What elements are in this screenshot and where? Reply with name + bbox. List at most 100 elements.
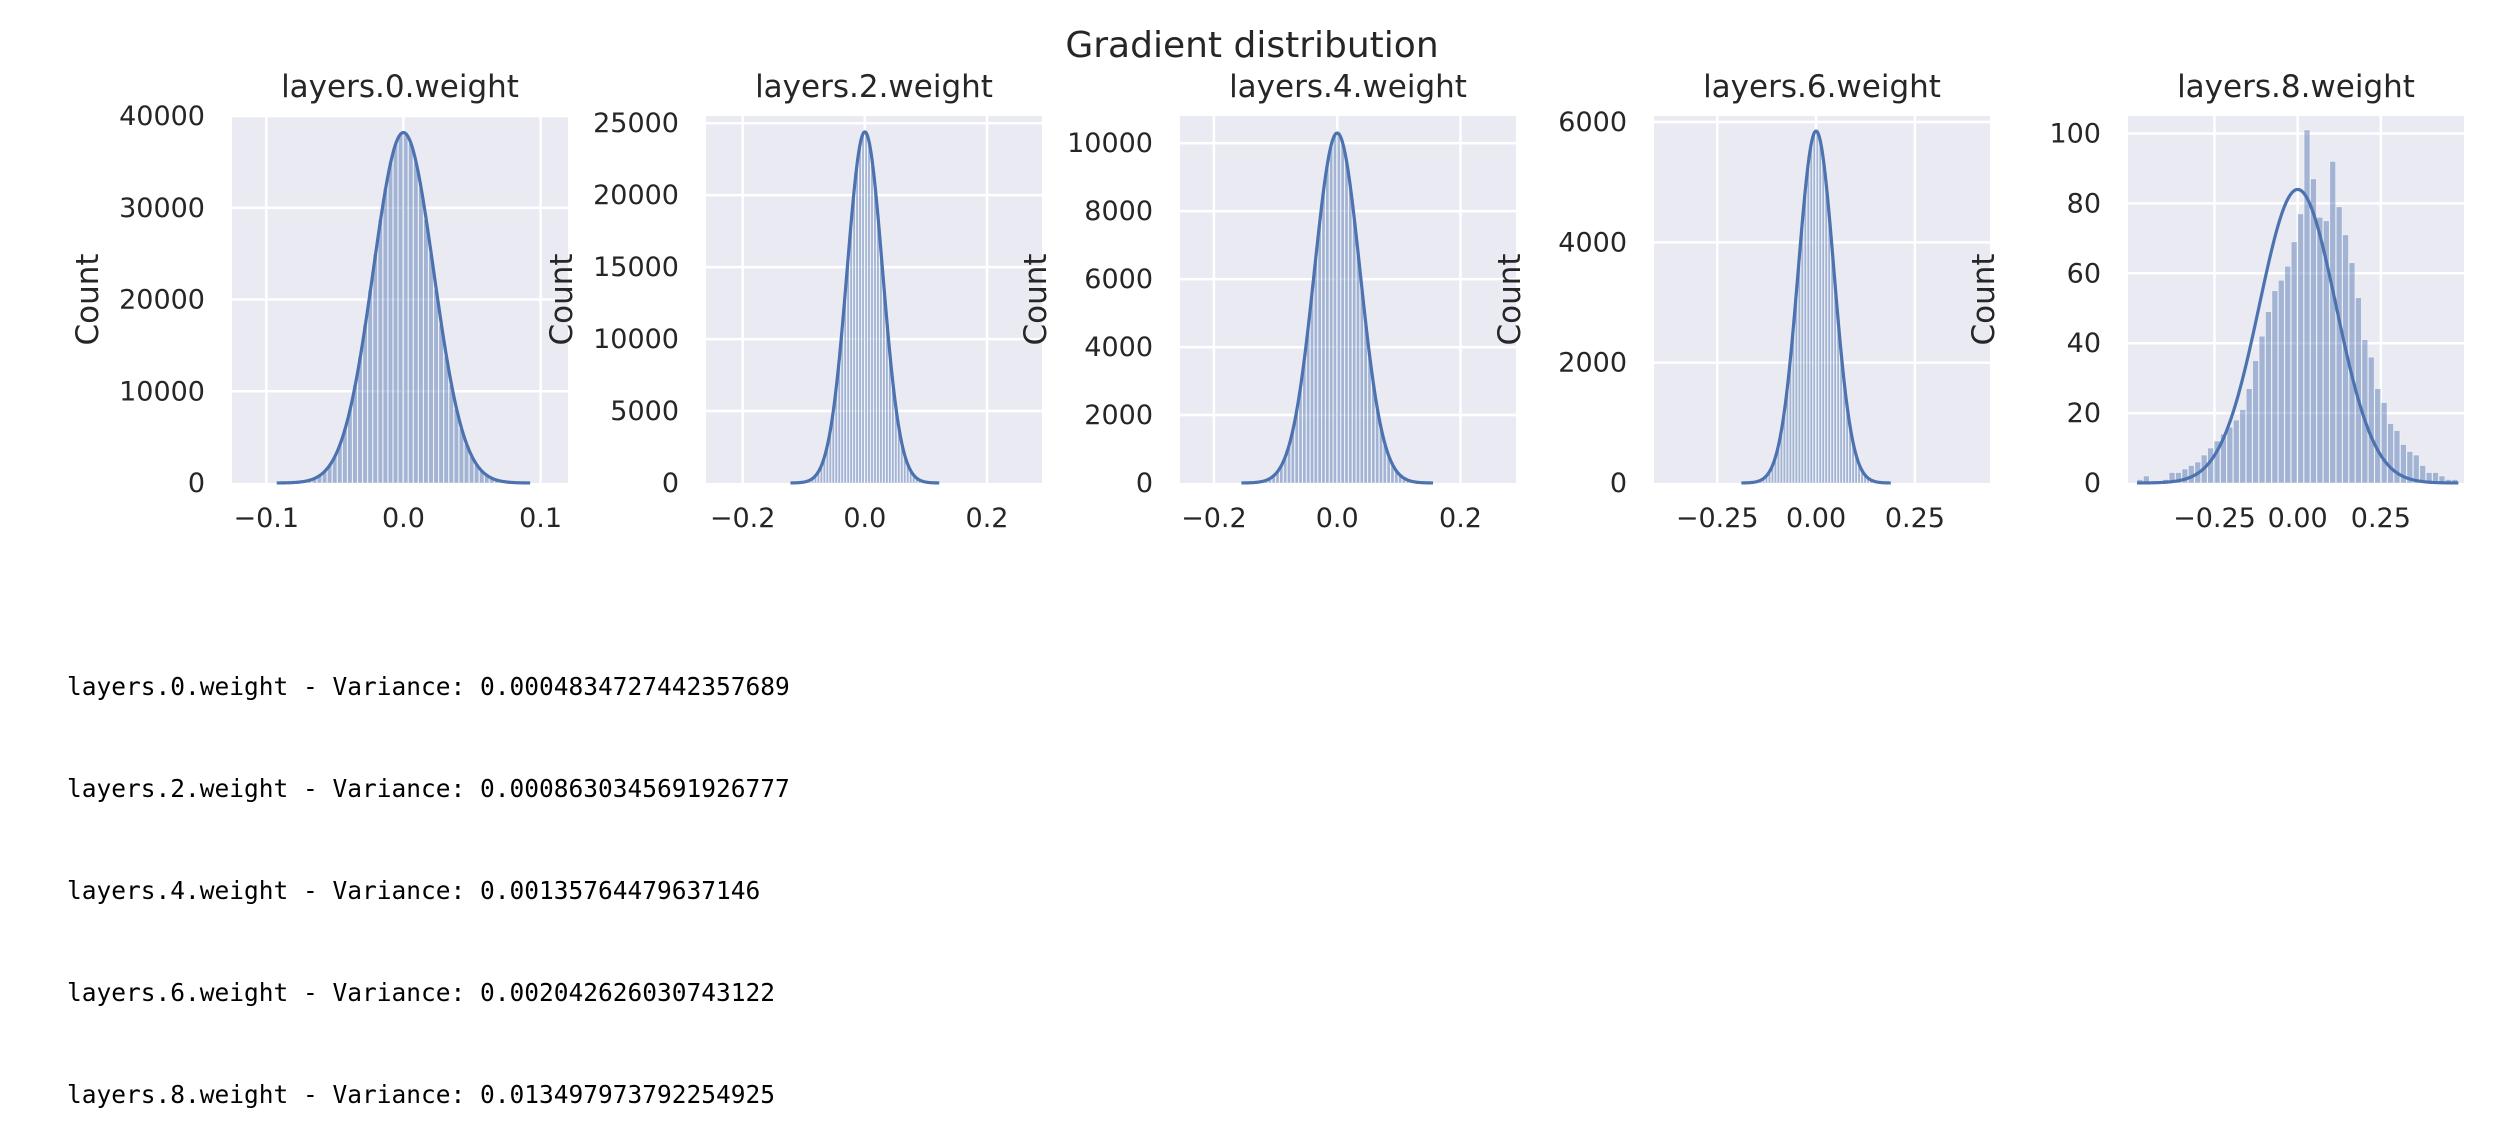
y-tick-label: 10000 [119,376,205,407]
x-tick-label: 0.1 [519,503,562,534]
histogram-bar [883,290,885,483]
variance-output: layers.0.weight - Variance: 0.0004834727… [67,602,790,1146]
histogram-bar [1825,187,1827,483]
histogram-bar [1337,134,1340,483]
variance-line: layers.4.weight - Variance: 0.0013576447… [67,874,790,908]
y-tick-label: 6000 [1558,107,1627,138]
x-tick-label: 0.0 [843,503,886,534]
y-tick-label: 20000 [593,180,679,211]
histogram-bar [414,162,418,483]
variance-line: layers.0.weight - Variance: 0.0004834727… [67,670,790,704]
y-tick-label: 25000 [593,108,679,139]
y-axis-label: Count [1018,253,1054,345]
histogram-bar [868,143,870,483]
histogram-bar [1819,142,1821,483]
y-tick-label: 100 [2049,118,2101,149]
variance-line: layers.8.weight - Variance: 0.0134979737… [67,1078,790,1112]
histogram-bar [1353,220,1356,483]
y-tick-label: 4000 [1558,227,1627,258]
histogram-bar [874,188,876,483]
histogram-bar [850,219,852,483]
x-tick-label: 0.0 [382,503,425,534]
y-tick-label: 30000 [119,193,205,224]
histogram-bar [1314,255,1317,483]
histogram-bar [2304,130,2310,483]
histogram-bar [856,161,858,483]
y-tick-label: 2000 [1558,348,1627,379]
x-tick-label: 0.2 [966,503,1009,534]
x-tick-label: 0.0 [1316,503,1359,534]
y-tick-label: 4000 [1084,332,1153,363]
x-tick-label: 0.2 [1439,503,1482,534]
panel-title: layers.4.weight [1229,69,1467,105]
histogram-bar [373,254,377,483]
x-tick-label: 0.00 [1786,503,1846,534]
figure-suptitle: Gradient distribution [1065,25,1438,66]
histogram-bar [2291,242,2297,483]
y-tick-label: 0 [662,468,679,499]
histogram-bar [434,290,438,483]
histogram-bar [1349,189,1352,483]
y-tick-label: 0 [1136,468,1153,499]
histogram-bar [2266,312,2272,483]
histogram-bar [419,188,423,483]
histogram-bar [398,134,402,483]
histogram-bar [1322,189,1325,483]
histogram-bar [378,220,382,483]
histogram-bar [2368,357,2374,483]
histogram-bar [1333,134,1336,483]
histogram-bar [1831,253,1833,483]
histogram-bar [424,220,428,483]
histogram-bar [2259,336,2265,483]
histogram-bar [1341,144,1344,483]
histogram-bar [2375,389,2381,483]
y-tick-label: 10000 [593,324,679,355]
histogram-bar [1310,290,1313,483]
histogram-bar [1804,187,1806,483]
histogram-bar [2233,420,2239,483]
histogram-bar [2253,361,2259,483]
y-tick-label: 2000 [1084,400,1153,431]
histogram-bar [886,324,888,483]
histogram-bar [1318,220,1321,483]
x-tick-label: −0.2 [710,503,776,534]
histogram-bar [1807,161,1809,483]
histogram-bar [859,143,861,483]
x-tick-label: 0.25 [1885,503,1945,534]
histogram-bar [393,143,397,483]
histogram-bar [1360,290,1363,483]
y-tick-label: 60 [2067,258,2101,289]
histogram-bar [1813,132,1815,483]
x-tick-label: −0.25 [2173,503,2256,534]
histogram-bar [408,143,412,483]
histogram-bar [1330,144,1333,483]
y-tick-label: 0 [188,468,205,499]
panel-title: layers.0.weight [281,69,519,105]
histogram-bar [1326,163,1329,483]
histogram-bar [439,325,443,483]
histogram-bar [1798,253,1800,483]
histogram-bar [1816,132,1818,483]
histogram-bar [1822,161,1824,483]
variance-line: layers.6.weight - Variance: 0.0020426260… [67,976,790,1010]
histogram-bar [2298,214,2304,483]
panel-title: layers.8.weight [2177,69,2415,105]
y-axis-label: Count [70,253,106,345]
x-tick-label: −0.1 [234,503,300,534]
x-tick-label: −0.25 [1676,503,1759,534]
histogram-bar [2227,427,2233,483]
y-tick-label: 20 [2067,398,2101,429]
histogram-bar [1834,289,1836,483]
histogram-bar [865,133,867,483]
x-tick-label: 0.00 [2268,503,2328,534]
y-axis-label: Count [544,253,580,345]
y-tick-label: 0 [2084,468,2101,499]
y-tick-label: 40000 [119,101,205,132]
y-tick-label: 5000 [610,396,679,427]
histogram-bar [403,134,407,483]
y-tick-label: 0 [1610,468,1627,499]
x-tick-label: 0.25 [2351,503,2411,534]
